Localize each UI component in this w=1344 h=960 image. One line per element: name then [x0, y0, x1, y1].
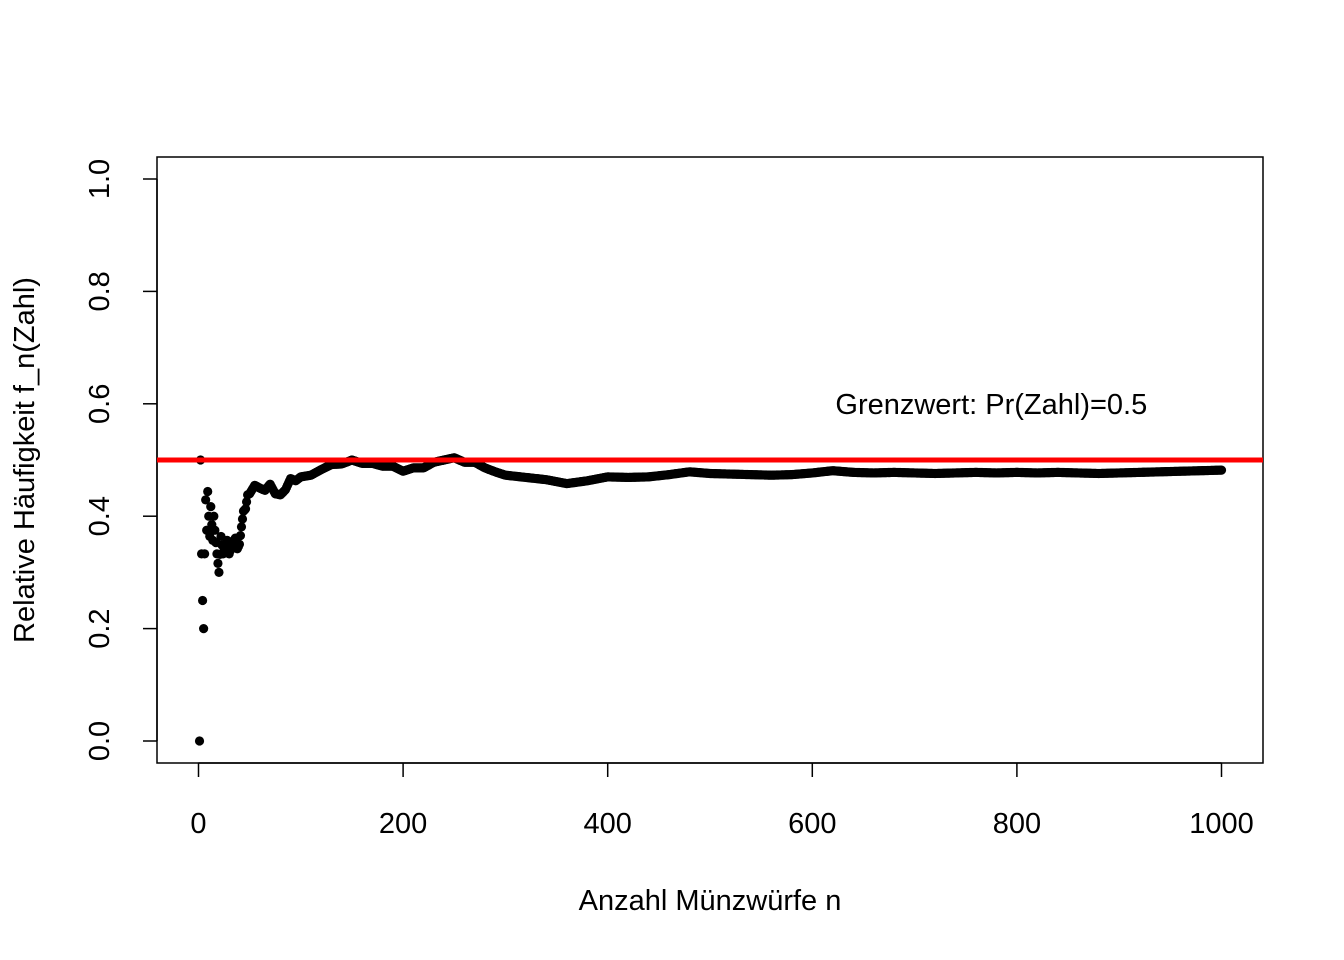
x-axis-label: Anzahl Münzwürfe n [579, 885, 842, 917]
data-point [234, 539, 245, 549]
annotation-label: Grenzwert: Pr(Zahl)=0.5 [835, 389, 1147, 421]
x-tick-label: 0 [190, 808, 206, 840]
data-point [237, 514, 248, 524]
data-point [194, 736, 205, 746]
y-tick-label: 0.8 [84, 271, 116, 311]
y-axis-label: Relative Häufigkeit f_n(Zahl) [9, 277, 41, 643]
data-points [194, 453, 1227, 746]
data-point [236, 522, 247, 532]
data-point [206, 502, 216, 512]
data-point [200, 549, 210, 559]
x-tick-label: 1000 [1189, 808, 1254, 840]
data-point [214, 567, 224, 578]
data-point [240, 504, 251, 514]
y-tick-label: 0.4 [84, 496, 116, 536]
y-axis: 0.0 0.2 0.4 0.6 0.8 1.0 [84, 159, 158, 761]
data-point [203, 486, 213, 497]
data-point [197, 595, 208, 606]
x-tick-label: 200 [379, 808, 427, 840]
x-tick-label: 800 [993, 808, 1041, 840]
data-point [209, 511, 219, 521]
y-tick-label: 0.6 [84, 384, 116, 424]
data-point [199, 624, 209, 634]
x-tick-label: 400 [584, 808, 632, 840]
y-tick-label: 0.2 [84, 608, 116, 648]
x-tick-label: 600 [788, 808, 836, 840]
data-point [213, 558, 223, 569]
data-point [235, 530, 246, 541]
data-point [210, 525, 220, 535]
data-point [1216, 465, 1227, 475]
y-tick-label: 1.0 [84, 159, 116, 199]
data-point [201, 495, 211, 505]
data-point [241, 497, 252, 507]
x-axis: 0 200 400 600 800 1000 [190, 762, 1254, 840]
y-tick-label: 0.0 [84, 721, 116, 761]
